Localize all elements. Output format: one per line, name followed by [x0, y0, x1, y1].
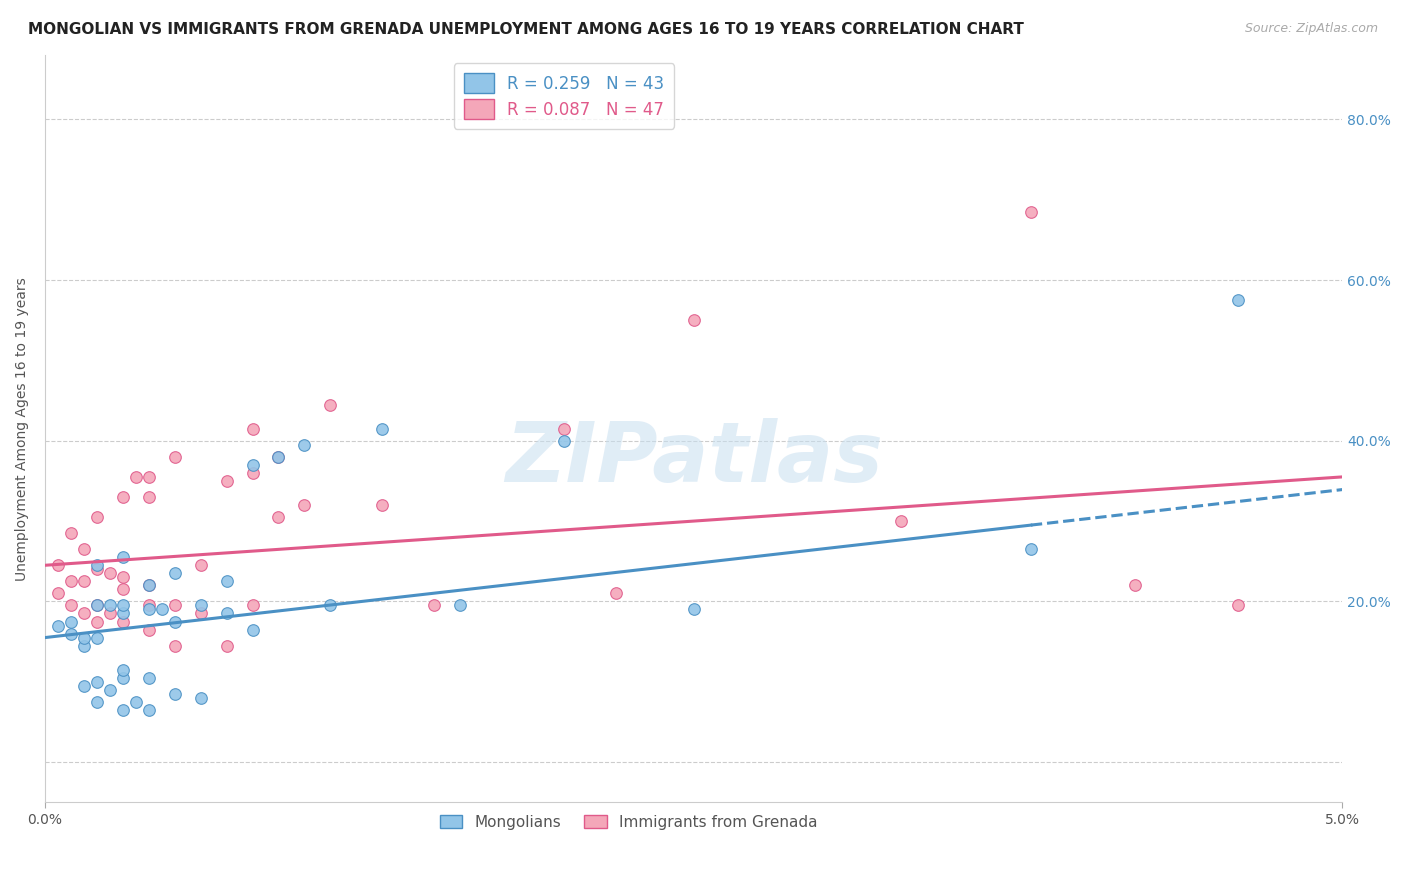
Point	[111, 550, 134, 565]
Point	[163, 566, 186, 581]
Text: MONGOLIAN VS IMMIGRANTS FROM GRENADA UNEMPLOYMENT AMONG AGES 16 TO 19 YEARS CORR: MONGOLIAN VS IMMIGRANTS FROM GRENADA UNE…	[28, 22, 1024, 37]
Point	[59, 626, 82, 640]
Point	[59, 526, 82, 541]
Point	[553, 434, 575, 448]
Point	[86, 562, 108, 576]
Point	[190, 558, 212, 573]
Point	[163, 450, 186, 464]
Point	[138, 578, 160, 592]
Point	[73, 574, 96, 589]
Point	[86, 599, 108, 613]
Point	[267, 450, 290, 464]
Point	[242, 422, 264, 436]
Point	[46, 618, 69, 632]
Point	[1019, 542, 1042, 557]
Point	[371, 498, 394, 512]
Point	[449, 599, 471, 613]
Point	[163, 615, 186, 629]
Point	[86, 631, 108, 645]
Point	[215, 574, 238, 589]
Point	[59, 599, 82, 613]
Point	[138, 470, 160, 484]
Point	[59, 574, 82, 589]
Point	[86, 599, 108, 613]
Point	[86, 558, 108, 573]
Point	[150, 602, 173, 616]
Point	[59, 615, 82, 629]
Point	[267, 450, 290, 464]
Point	[1019, 204, 1042, 219]
Point	[98, 566, 121, 581]
Point	[138, 671, 160, 685]
Point	[553, 422, 575, 436]
Point	[111, 607, 134, 621]
Point	[138, 599, 160, 613]
Point	[73, 679, 96, 693]
Point	[319, 398, 342, 412]
Point	[111, 663, 134, 677]
Point	[125, 695, 148, 709]
Point	[138, 578, 160, 592]
Point	[242, 466, 264, 480]
Point	[138, 623, 160, 637]
Point	[215, 639, 238, 653]
Point	[294, 438, 316, 452]
Point	[190, 599, 212, 613]
Point	[111, 671, 134, 685]
Point	[111, 490, 134, 504]
Point	[73, 631, 96, 645]
Point	[215, 474, 238, 488]
Point	[86, 615, 108, 629]
Point	[423, 599, 446, 613]
Point	[98, 682, 121, 697]
Legend: Mongolians, Immigrants from Grenada: Mongolians, Immigrants from Grenada	[433, 808, 824, 836]
Point	[1123, 578, 1146, 592]
Point	[190, 690, 212, 705]
Point	[73, 639, 96, 653]
Point	[1227, 599, 1250, 613]
Text: ZIPatlas: ZIPatlas	[505, 418, 883, 500]
Point	[138, 703, 160, 717]
Point	[242, 623, 264, 637]
Point	[682, 313, 704, 327]
Point	[163, 599, 186, 613]
Point	[605, 586, 627, 600]
Point	[138, 602, 160, 616]
Point	[890, 514, 912, 528]
Point	[125, 470, 148, 484]
Point	[267, 510, 290, 524]
Point	[111, 582, 134, 597]
Point	[111, 599, 134, 613]
Point	[371, 422, 394, 436]
Point	[111, 703, 134, 717]
Point	[86, 510, 108, 524]
Point	[46, 558, 69, 573]
Point	[111, 615, 134, 629]
Point	[98, 599, 121, 613]
Point	[111, 570, 134, 584]
Point	[73, 607, 96, 621]
Point	[163, 639, 186, 653]
Point	[682, 602, 704, 616]
Point	[163, 687, 186, 701]
Point	[86, 674, 108, 689]
Point	[242, 458, 264, 472]
Point	[98, 607, 121, 621]
Point	[190, 607, 212, 621]
Point	[294, 498, 316, 512]
Point	[73, 542, 96, 557]
Point	[86, 695, 108, 709]
Point	[46, 586, 69, 600]
Y-axis label: Unemployment Among Ages 16 to 19 years: Unemployment Among Ages 16 to 19 years	[15, 277, 30, 581]
Point	[319, 599, 342, 613]
Point	[138, 490, 160, 504]
Point	[1227, 293, 1250, 308]
Text: Source: ZipAtlas.com: Source: ZipAtlas.com	[1244, 22, 1378, 36]
Point	[242, 599, 264, 613]
Point	[215, 607, 238, 621]
